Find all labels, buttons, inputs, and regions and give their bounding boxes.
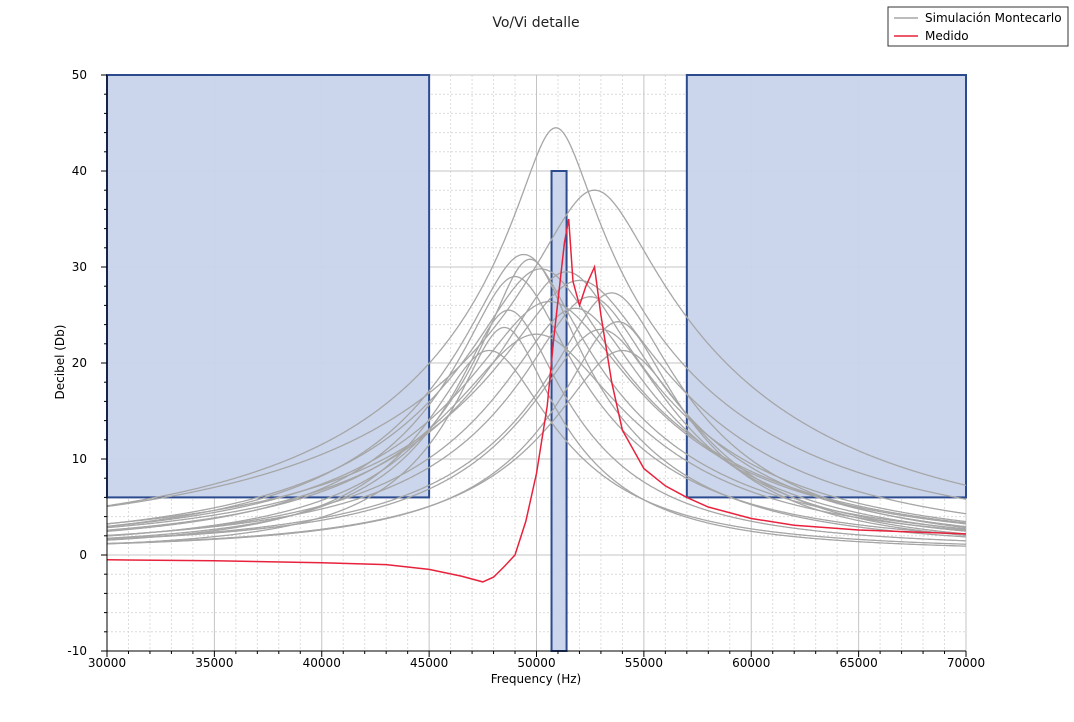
montecarlo-curve-1 xyxy=(106,189,967,508)
montecarlo-curve-12 xyxy=(107,279,967,525)
x-tick-labels: 30000 35000 40000 45000 50000 55000 60000 65000… xyxy=(88,656,985,670)
y-tick-label: 30 xyxy=(72,260,87,274)
y-tick-label: 20 xyxy=(72,356,87,370)
chart-title: Vo/Vi detalle xyxy=(492,15,579,31)
measured-curve xyxy=(106,218,967,583)
y-tick-label: 40 xyxy=(72,164,87,178)
montecarlo-curve-17 xyxy=(106,349,966,545)
x-tick-label: 55000 xyxy=(625,656,663,670)
montecarlo-curve-14 xyxy=(107,307,967,537)
montecarlo-curve-4 xyxy=(106,326,966,547)
x-tick-label: 35000 xyxy=(195,656,233,670)
x-axis-label: Frequency (Hz) xyxy=(491,672,582,686)
legend: Simulación Montecarlo Medido xyxy=(887,6,1069,47)
axes xyxy=(101,74,967,657)
y-tick-label: 10 xyxy=(72,452,87,466)
y-tick-label: 50 xyxy=(72,68,87,82)
x-tick-label: 50000 xyxy=(517,656,555,670)
y-tick-label: -10 xyxy=(67,644,87,658)
regions xyxy=(106,74,967,652)
montecarlo-curve-18 xyxy=(106,328,967,540)
y-tick-label: 0 xyxy=(79,548,87,562)
x-tick-label: 40000 xyxy=(303,656,341,670)
montecarlo-curve-13 xyxy=(106,300,967,528)
montecarlo-curve-15 xyxy=(106,333,967,531)
x-tick-label: 30000 xyxy=(88,656,126,670)
x-tick-label: 65000 xyxy=(840,656,878,670)
montecarlo-curve-16 xyxy=(107,349,966,545)
legend-label-medido: Medido xyxy=(925,29,969,43)
x-tick-label: 70000 xyxy=(947,656,985,670)
x-tick-label: 60000 xyxy=(732,656,770,670)
montecarlo-curve-3 xyxy=(106,309,966,542)
montecarlo-curve-0 xyxy=(106,127,967,507)
montecarlo-curve-8 xyxy=(106,271,967,529)
x-tick-label: 45000 xyxy=(410,656,448,670)
region-0 xyxy=(106,74,431,499)
y-axis-label: Decibel (Db) xyxy=(53,325,67,400)
measured-line xyxy=(106,218,967,583)
legend-label-montecarlo: Simulación Montecarlo xyxy=(925,11,1062,25)
y-tick-labels: -10 0 10 20 30 40 50 xyxy=(67,68,87,658)
legend-box xyxy=(887,6,1069,47)
montecarlo-curves xyxy=(106,127,967,547)
region-1 xyxy=(685,74,967,499)
montecarlo-curve-10 xyxy=(106,292,967,540)
